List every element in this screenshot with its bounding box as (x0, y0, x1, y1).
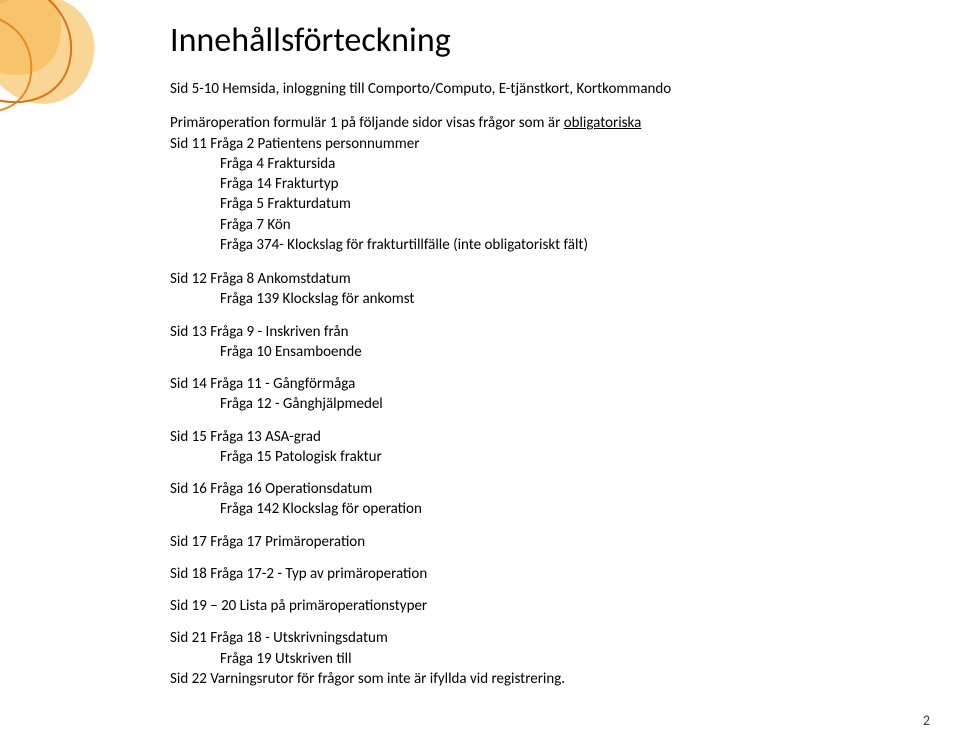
sid16-line: Sid 16 Fråga 16 Operationsdatum (170, 479, 870, 499)
page-content: Innehållsförteckning Sid 5-10 Hemsida, i… (170, 20, 870, 689)
sid19-block: Sid 19 – 20 Lista på primäroperationstyp… (170, 596, 870, 616)
page-number: 2 (923, 712, 930, 729)
primar-heading: Primäroperation formulär 1 på följande s… (170, 113, 870, 133)
sid16-block: Sid 16 Fråga 16 Operationsdatum Fråga 14… (170, 479, 870, 520)
sid12-line: Fråga 139 Klockslag för ankomst (170, 289, 870, 309)
sid13-block: Sid 13 Fråga 9 - Inskriven från Fråga 10… (170, 322, 870, 363)
intro-line: Sid 5-10 Hemsida, inloggning till Compor… (170, 79, 870, 99)
sid21-line: Sid 21 Fråga 18 - Utskrivningsdatum (170, 628, 870, 648)
primar-line: Fråga 14 Frakturtyp (170, 174, 870, 194)
primar-block: Primäroperation formulär 1 på följande s… (170, 113, 870, 255)
sid14-line: Sid 14 Fråga 11 - Gångförmåga (170, 374, 870, 394)
sid14-line: Fråga 12 - Gånghjälpmedel (170, 394, 870, 414)
sid18-line: Sid 18 Fråga 17-2 - Typ av primäroperati… (170, 564, 870, 584)
primar-line: Sid 11 Fråga 2 Patientens personnummer (170, 134, 870, 154)
sid22-line: Sid 22 Varningsrutor för frågor som inte… (170, 669, 870, 689)
sid17-block: Sid 17 Fråga 17 Primäroperation (170, 532, 870, 552)
primar-line: Fråga 7 Kön (170, 215, 870, 235)
corner-decoration (0, 0, 150, 160)
sid19-line: Sid 19 – 20 Lista på primäroperationstyp… (170, 596, 870, 616)
primar-line: Fråga 5 Frakturdatum (170, 194, 870, 214)
sid13-line: Sid 13 Fråga 9 - Inskriven från (170, 322, 870, 342)
sid15-block: Sid 15 Fråga 13 ASA-grad Fråga 15 Patolo… (170, 427, 870, 468)
primar-line: Fråga 4 Fraktursida (170, 154, 870, 174)
primar-heading-prefix: Primäroperation formulär 1 på följande s… (170, 114, 564, 132)
sid13-line: Fråga 10 Ensamboende (170, 342, 870, 362)
sid12-line: Sid 12 Fråga 8 Ankomstdatum (170, 269, 870, 289)
sid17-line: Sid 17 Fråga 17 Primäroperation (170, 532, 870, 552)
sid16-line: Fråga 142 Klockslag för operation (170, 499, 870, 519)
primar-heading-underlined: obligatoriska (564, 114, 642, 132)
primar-line: Fråga 374- Klockslag för frakturtillfäll… (170, 235, 870, 255)
deco-blob-2 (0, 0, 95, 104)
sid21-line: Fråga 19 Utskriven till (170, 649, 870, 669)
sid14-block: Sid 14 Fråga 11 - Gångförmåga Fråga 12 -… (170, 374, 870, 415)
sid12-block: Sid 12 Fråga 8 Ankomstdatum Fråga 139 Kl… (170, 269, 870, 310)
sid18-block: Sid 18 Fråga 17-2 - Typ av primäroperati… (170, 564, 870, 584)
sid15-line: Sid 15 Fråga 13 ASA-grad (170, 427, 870, 447)
intro-block: Sid 5-10 Hemsida, inloggning till Compor… (170, 79, 870, 99)
sid22-block: Sid 22 Varningsrutor för frågor som inte… (170, 669, 870, 689)
sid15-line: Fråga 15 Patologisk fraktur (170, 447, 870, 467)
page-title: Innehållsförteckning (170, 20, 870, 61)
sid21-block: Sid 21 Fråga 18 - Utskrivningsdatum Fråg… (170, 628, 870, 669)
